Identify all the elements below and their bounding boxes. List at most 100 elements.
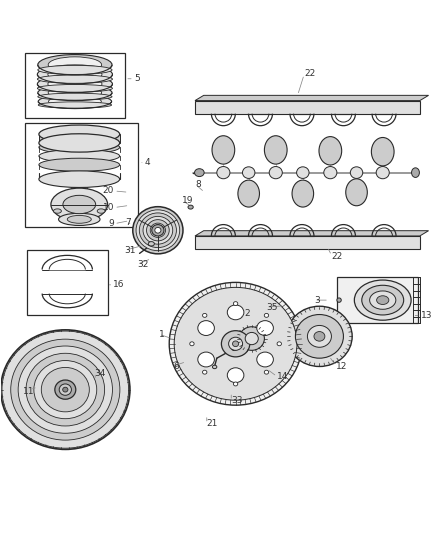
- Ellipse shape: [218, 308, 286, 370]
- Ellipse shape: [190, 342, 194, 346]
- Text: 20: 20: [103, 187, 114, 196]
- Ellipse shape: [55, 380, 76, 399]
- Ellipse shape: [227, 305, 244, 320]
- Polygon shape: [195, 101, 420, 114]
- Ellipse shape: [39, 158, 120, 171]
- Text: 5: 5: [134, 74, 140, 83]
- Ellipse shape: [232, 346, 237, 351]
- Ellipse shape: [38, 93, 112, 100]
- Text: 6: 6: [173, 361, 179, 370]
- Text: 11: 11: [22, 387, 34, 396]
- Ellipse shape: [143, 216, 173, 244]
- Ellipse shape: [221, 330, 250, 357]
- Ellipse shape: [245, 333, 258, 345]
- Ellipse shape: [202, 370, 207, 374]
- Text: 4: 4: [145, 158, 150, 167]
- Ellipse shape: [265, 136, 287, 164]
- Ellipse shape: [198, 321, 214, 335]
- Ellipse shape: [155, 228, 161, 233]
- Ellipse shape: [97, 209, 105, 213]
- Ellipse shape: [39, 141, 120, 154]
- Ellipse shape: [371, 138, 394, 166]
- Ellipse shape: [152, 224, 164, 236]
- Ellipse shape: [233, 382, 238, 386]
- Text: 8: 8: [195, 180, 201, 189]
- Ellipse shape: [295, 314, 343, 358]
- Text: 14: 14: [277, 372, 289, 381]
- Ellipse shape: [39, 134, 120, 152]
- Text: 13: 13: [421, 311, 432, 320]
- Ellipse shape: [194, 169, 204, 176]
- Text: 16: 16: [113, 280, 125, 289]
- Ellipse shape: [37, 75, 113, 83]
- Ellipse shape: [354, 280, 411, 320]
- Ellipse shape: [297, 167, 309, 179]
- Text: 7: 7: [126, 218, 131, 227]
- Text: 1: 1: [159, 330, 165, 338]
- Text: 32: 32: [137, 260, 148, 269]
- Ellipse shape: [18, 346, 113, 433]
- Ellipse shape: [2, 331, 129, 448]
- Ellipse shape: [307, 326, 332, 348]
- Ellipse shape: [11, 339, 120, 440]
- Ellipse shape: [257, 352, 273, 367]
- Bar: [25, 53, 125, 118]
- Ellipse shape: [41, 367, 89, 412]
- Text: 22: 22: [332, 253, 343, 261]
- Ellipse shape: [139, 213, 177, 248]
- Ellipse shape: [37, 65, 113, 84]
- Ellipse shape: [198, 352, 214, 367]
- Ellipse shape: [169, 282, 302, 405]
- Ellipse shape: [37, 75, 113, 93]
- Ellipse shape: [59, 384, 71, 395]
- Ellipse shape: [1, 330, 130, 449]
- Ellipse shape: [147, 220, 169, 241]
- Text: 10: 10: [103, 203, 114, 212]
- Ellipse shape: [264, 313, 268, 317]
- Ellipse shape: [239, 327, 265, 350]
- Text: 22: 22: [304, 69, 315, 78]
- Ellipse shape: [346, 179, 367, 206]
- Ellipse shape: [39, 125, 120, 143]
- Ellipse shape: [319, 136, 342, 165]
- Ellipse shape: [269, 166, 283, 179]
- Ellipse shape: [37, 84, 113, 92]
- Ellipse shape: [217, 166, 230, 179]
- Ellipse shape: [257, 321, 273, 335]
- Ellipse shape: [324, 166, 337, 179]
- Ellipse shape: [233, 302, 238, 305]
- Text: 3: 3: [314, 296, 320, 305]
- Ellipse shape: [59, 213, 100, 225]
- Text: 19: 19: [182, 196, 194, 205]
- Text: 35: 35: [266, 303, 278, 312]
- Ellipse shape: [63, 387, 68, 392]
- Bar: [25, 123, 138, 227]
- Ellipse shape: [202, 313, 207, 317]
- Ellipse shape: [38, 94, 112, 109]
- Polygon shape: [195, 231, 428, 236]
- Ellipse shape: [49, 96, 101, 107]
- Polygon shape: [39, 134, 120, 143]
- Ellipse shape: [51, 188, 108, 221]
- Ellipse shape: [292, 180, 314, 207]
- Ellipse shape: [229, 337, 243, 350]
- Ellipse shape: [53, 209, 61, 213]
- Text: 9: 9: [109, 219, 114, 228]
- Ellipse shape: [412, 168, 420, 177]
- Polygon shape: [195, 95, 428, 101]
- Ellipse shape: [376, 166, 389, 179]
- Ellipse shape: [314, 332, 325, 341]
- Ellipse shape: [34, 360, 97, 419]
- Ellipse shape: [243, 167, 255, 179]
- Ellipse shape: [38, 54, 112, 75]
- Ellipse shape: [63, 195, 95, 214]
- Ellipse shape: [39, 149, 120, 163]
- Text: 34: 34: [95, 368, 106, 377]
- Ellipse shape: [212, 136, 235, 164]
- Ellipse shape: [48, 77, 102, 91]
- Ellipse shape: [150, 223, 166, 237]
- Text: 2: 2: [244, 309, 250, 318]
- Ellipse shape: [227, 368, 244, 383]
- Ellipse shape: [207, 297, 297, 380]
- Text: 33: 33: [231, 397, 243, 406]
